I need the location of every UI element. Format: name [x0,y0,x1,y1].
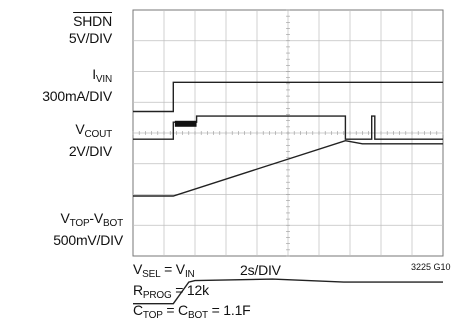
vtop-vbot-name: VTOP-VBOT [60,210,124,229]
trace-label-shdn: SHDN 5V/DIV [69,13,112,47]
scope-grid [132,9,444,257]
vcout-scale: 2V/DIV [68,143,112,159]
shdn-scale: 5V/DIV [68,30,112,46]
trace-vtop-vbot [133,278,443,305]
shdn-name: SHDN [73,13,112,29]
trace-shdn [133,81,443,113]
trace-ivin [133,115,443,140]
ivin-scale: 300mA/DIV [42,88,112,104]
scope-traces [133,81,443,305]
condition-vsel: VSEL = VIN [133,261,195,280]
trace-label-vtop-vbot: VTOP-VBOT 500mV/DIV [53,210,123,249]
vcout-name: VCOUT [75,121,112,140]
figure-code: 3225 G10 [411,262,451,272]
condition-rprog: RPROG = 12k [133,282,209,301]
condition-ctop-cbot: CTOP = CBOT = 1.1F [133,302,251,321]
ivin-name: IVIN [92,66,112,85]
trace-label-ivin: IVIN 300mA/DIV [42,66,112,105]
time-per-div: 2s/DIV [240,262,281,278]
vtop-vbot-scale: 500mV/DIV [53,232,123,248]
trace-label-vcout: VCOUT 2V/DIV [69,121,112,160]
ivin-pulse-burst [174,120,197,127]
trace-vcout [133,139,443,197]
